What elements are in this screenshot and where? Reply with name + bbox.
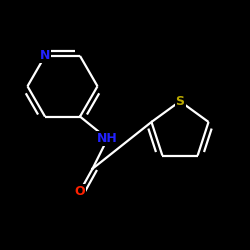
Text: N: N: [40, 50, 50, 62]
Text: NH: NH: [97, 132, 118, 145]
Text: O: O: [75, 185, 85, 198]
Text: S: S: [176, 95, 184, 108]
